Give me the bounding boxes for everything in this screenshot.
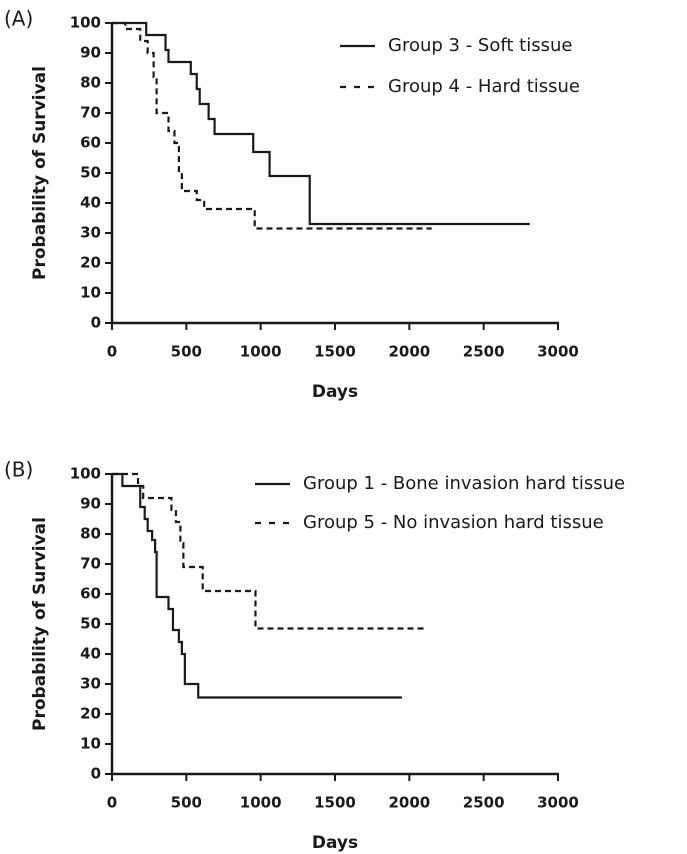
y-tick-label: 60 <box>80 134 101 152</box>
survival-line <box>112 21 432 230</box>
x-tick-label: 1000 <box>240 794 282 812</box>
y-tick-label: 80 <box>80 525 101 543</box>
panel-label: (A) <box>4 7 33 31</box>
x-tick-label: 0 <box>107 794 117 812</box>
legend-label: Group 3 - Soft tissue <box>388 35 572 56</box>
x-tick-label: 1500 <box>314 343 356 361</box>
y-tick-label: 90 <box>80 44 101 62</box>
y-tick-label: 40 <box>80 194 101 212</box>
survival-line <box>112 472 428 630</box>
legend-label: Group 1 - Bone invasion hard tissue <box>303 473 625 494</box>
x-tick-label: 1000 <box>240 343 282 361</box>
y-tick-label: 20 <box>80 254 101 272</box>
y-tick-label: 100 <box>70 14 101 32</box>
x-tick-label: 2000 <box>388 794 430 812</box>
y-tick-label: 70 <box>80 104 101 122</box>
y-tick-label: 100 <box>70 465 101 483</box>
x-axis-title: Days <box>312 382 358 402</box>
y-tick-label: 30 <box>80 224 101 242</box>
y-tick-label: 0 <box>91 314 101 332</box>
x-tick-label: 0 <box>107 343 117 361</box>
y-tick-label: 10 <box>80 284 101 302</box>
survival-line <box>112 21 530 226</box>
survival-line <box>112 472 402 699</box>
y-tick-label: 20 <box>80 705 101 723</box>
y-tick-label: 0 <box>91 765 101 783</box>
y-tick-label: 60 <box>80 585 101 603</box>
y-tick-label: 70 <box>80 555 101 573</box>
y-tick-label: 90 <box>80 495 101 513</box>
x-axis-title: Days <box>312 833 358 853</box>
x-tick-label: 2500 <box>463 794 505 812</box>
y-tick-label: 10 <box>80 735 101 753</box>
x-tick-label: 3000 <box>537 343 579 361</box>
x-tick-label: 500 <box>171 794 202 812</box>
y-tick-label: 80 <box>80 74 101 92</box>
legend-label: Group 5 - No invasion hard tissue <box>303 512 604 533</box>
legend-label: Group 4 - Hard tissue <box>388 76 580 97</box>
x-tick-label: 2500 <box>463 343 505 361</box>
x-tick-label: 1500 <box>314 794 356 812</box>
x-tick-label: 3000 <box>537 794 579 812</box>
y-tick-label: 50 <box>80 164 101 182</box>
x-tick-label: 500 <box>171 343 202 361</box>
y-axis-title: Probability of Survival <box>30 517 50 731</box>
y-tick-label: 50 <box>80 615 101 633</box>
panel-label: (B) <box>4 458 33 482</box>
x-tick-label: 2000 <box>388 343 430 361</box>
y-tick-label: 30 <box>80 675 101 693</box>
y-axis-title: Probability of Survival <box>30 66 50 280</box>
y-tick-label: 40 <box>80 645 101 663</box>
